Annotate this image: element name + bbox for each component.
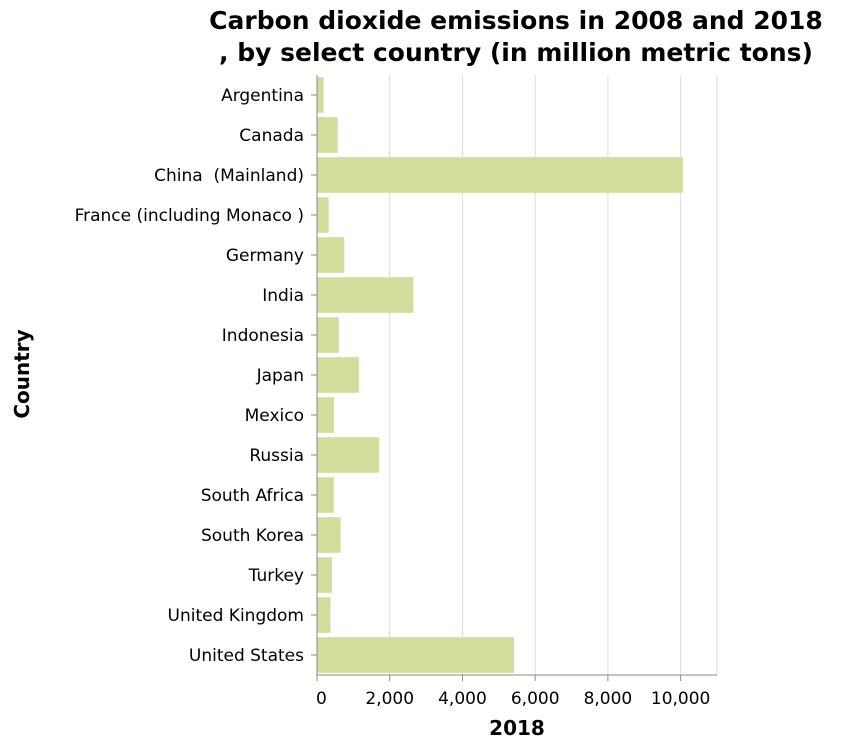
y-axis-title: Country [10, 329, 34, 418]
y-tick-label: Japan [256, 366, 304, 386]
bar [317, 317, 339, 353]
bar [317, 157, 683, 193]
bar [317, 637, 515, 673]
x-axis-title: 2018 [489, 716, 545, 740]
y-tick-label: United States [189, 646, 304, 666]
chart-title-line-1: Carbon dioxide emissions in 2008 and 201… [209, 6, 823, 35]
bars [317, 77, 683, 673]
chart-title-line-2: , by select country (in million metric t… [219, 38, 813, 67]
bar [317, 117, 338, 153]
bar [317, 77, 324, 113]
bar [317, 597, 331, 633]
bar [317, 277, 414, 313]
y-tick-label: Indonesia [222, 326, 304, 346]
bar [317, 557, 332, 593]
x-tick-label: 6,000 [511, 689, 560, 709]
y-tick-label: South Korea [201, 526, 304, 546]
x-tick-label: 2,000 [365, 689, 414, 709]
bar [317, 237, 345, 273]
x-tick-label: 0 [316, 689, 327, 709]
bar [317, 437, 380, 473]
bar [317, 397, 335, 433]
y-tick-label: France (including Monaco ) [75, 206, 304, 226]
y-tick-label: United Kingdom [168, 606, 304, 626]
y-tick-label: Turkey [248, 566, 304, 586]
bar [317, 517, 341, 553]
x-tick-label: 4,000 [438, 689, 487, 709]
y-tick-label: Mexico [245, 406, 304, 426]
y-tick-label: Canada [239, 126, 304, 146]
bar [317, 477, 334, 513]
y-tick-label: Argentina [221, 86, 304, 106]
bar [317, 357, 359, 393]
y-tick-label: South Africa [201, 486, 304, 506]
x-tick-label: 8,000 [584, 689, 633, 709]
axes [311, 75, 717, 681]
y-tick-label: China (Mainland) [154, 166, 304, 186]
y-tick-label: India [262, 286, 304, 306]
tick-labels: Argentina Canada China (Mainland) France (i… [75, 86, 711, 709]
x-tick-label: 10,000 [651, 689, 710, 709]
bar [317, 197, 329, 233]
y-tick-label: Germany [226, 246, 304, 266]
y-tick-label: Russia [249, 446, 304, 466]
